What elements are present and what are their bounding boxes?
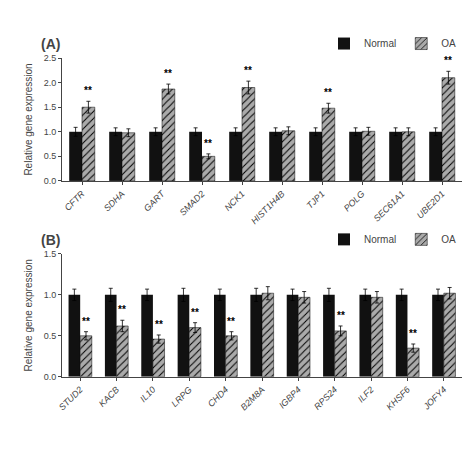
svg-text:Normal: Normal xyxy=(364,38,396,49)
svg-text:**: ** xyxy=(118,304,126,315)
svg-text:**: ** xyxy=(409,328,417,339)
svg-text:ILF2: ILF2 xyxy=(356,385,376,405)
svg-text:SEC61A1: SEC61A1 xyxy=(372,189,407,224)
svg-text:(B): (B) xyxy=(41,232,60,248)
svg-text:KHSF6: KHSF6 xyxy=(384,385,412,413)
svg-text:CFTR: CFTR xyxy=(63,188,87,212)
svg-text:HIST1H4B: HIST1H4B xyxy=(249,189,286,226)
svg-text:IGBP4: IGBP4 xyxy=(277,385,303,411)
svg-text:**: ** xyxy=(84,85,92,96)
svg-text:TJP1: TJP1 xyxy=(305,189,327,211)
svg-text:**: ** xyxy=(191,307,199,318)
svg-text:1.5: 1.5 xyxy=(44,249,57,259)
svg-text:CHD4: CHD4 xyxy=(206,385,230,409)
svg-text:POLG: POLG xyxy=(342,189,367,214)
svg-text:Relative gene expression: Relative gene expression xyxy=(23,259,34,371)
svg-text:UBE2D1: UBE2D1 xyxy=(415,189,447,221)
svg-text:0.0: 0.0 xyxy=(44,176,57,186)
svg-text:0.5: 0.5 xyxy=(44,151,57,161)
svg-text:**: ** xyxy=(337,310,345,321)
svg-text:SDHA: SDHA xyxy=(102,189,127,214)
svg-text:0.5: 0.5 xyxy=(44,331,57,341)
svg-text:OA: OA xyxy=(441,234,456,245)
svg-text:STUD2: STUD2 xyxy=(57,385,85,413)
svg-text:**: ** xyxy=(227,316,235,327)
svg-text:JOFY4: JOFY4 xyxy=(421,385,449,413)
svg-text:B2M8A: B2M8A xyxy=(239,385,267,413)
svg-text:GART: GART xyxy=(142,188,168,214)
svg-text:1.0: 1.0 xyxy=(44,290,57,300)
svg-text:RPS24: RPS24 xyxy=(312,385,339,412)
svg-text:Relative gene expression: Relative gene expression xyxy=(23,63,34,175)
svg-text:SMAD2: SMAD2 xyxy=(178,189,207,218)
svg-text:**: ** xyxy=(324,87,332,98)
svg-text:Normal: Normal xyxy=(364,234,396,245)
svg-text:LRPG: LRPG xyxy=(169,385,193,409)
svg-text:2.0: 2.0 xyxy=(44,78,57,88)
svg-text:1.0: 1.0 xyxy=(44,127,57,137)
svg-text:**: ** xyxy=(204,138,212,149)
svg-text:**: ** xyxy=(82,316,90,327)
svg-text:IL10: IL10 xyxy=(138,385,157,404)
svg-text:KACB: KACB xyxy=(97,385,121,409)
svg-text:**: ** xyxy=(244,65,252,76)
svg-text:(A): (A) xyxy=(41,36,60,52)
svg-text:**: ** xyxy=(164,68,172,79)
svg-text:**: ** xyxy=(155,319,163,330)
svg-text:**: ** xyxy=(444,55,452,66)
svg-text:NCK1: NCK1 xyxy=(223,189,247,213)
svg-text:0.0: 0.0 xyxy=(44,372,57,382)
svg-text:2.5: 2.5 xyxy=(44,53,57,63)
svg-text:OA: OA xyxy=(441,38,456,49)
svg-text:1.5: 1.5 xyxy=(44,102,57,112)
